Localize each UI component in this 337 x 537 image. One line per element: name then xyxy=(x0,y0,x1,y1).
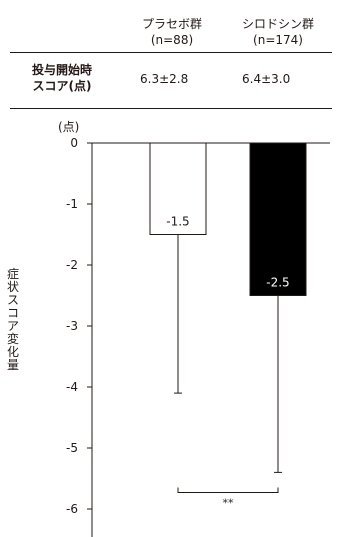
y-tick-label: -4 xyxy=(66,380,78,394)
y-axis-label: 症状スコア変化量 xyxy=(6,267,19,372)
row-label-baseline: 投与開始時 スコア(点) xyxy=(12,62,112,94)
col-header-placebo-n: (n=88) xyxy=(150,33,194,47)
col-header-silodosin: シロドシン群 (n=174) xyxy=(228,16,328,48)
significance-bracket xyxy=(177,487,279,494)
col-header-silodosin-name: シロドシン群 xyxy=(241,17,314,31)
y-axis-unit-label: (点) xyxy=(58,120,79,134)
col-header-placebo: プラセボ群 (n=88) xyxy=(128,16,216,48)
y-tick-label: -3 xyxy=(66,319,78,333)
bar-value-label: -1.5 xyxy=(166,215,189,229)
table-bottom-divider xyxy=(10,108,332,109)
baseline-value-placebo: 6.3±2.8 xyxy=(140,72,189,86)
y-tick-label: -6 xyxy=(66,502,78,516)
table-top-divider xyxy=(10,52,332,53)
y-tick-label: 0 xyxy=(70,136,78,150)
bar xyxy=(249,142,307,296)
row-label-line1: 投与開始時 xyxy=(31,63,92,77)
col-header-silodosin-n: (n=174) xyxy=(253,33,303,47)
col-header-placebo-name: プラセボ群 xyxy=(141,17,202,31)
baseline-value-silodosin: 6.4±3.0 xyxy=(242,72,291,86)
y-tick-label: -5 xyxy=(66,441,78,455)
y-tick-label: -2 xyxy=(66,258,78,272)
row-label-line2: スコア(点) xyxy=(32,79,92,93)
significance-marker: ** xyxy=(223,497,235,510)
bar-value-label: -2.5 xyxy=(266,276,289,290)
bar xyxy=(149,142,207,235)
y-tick-label: -1 xyxy=(66,197,78,211)
